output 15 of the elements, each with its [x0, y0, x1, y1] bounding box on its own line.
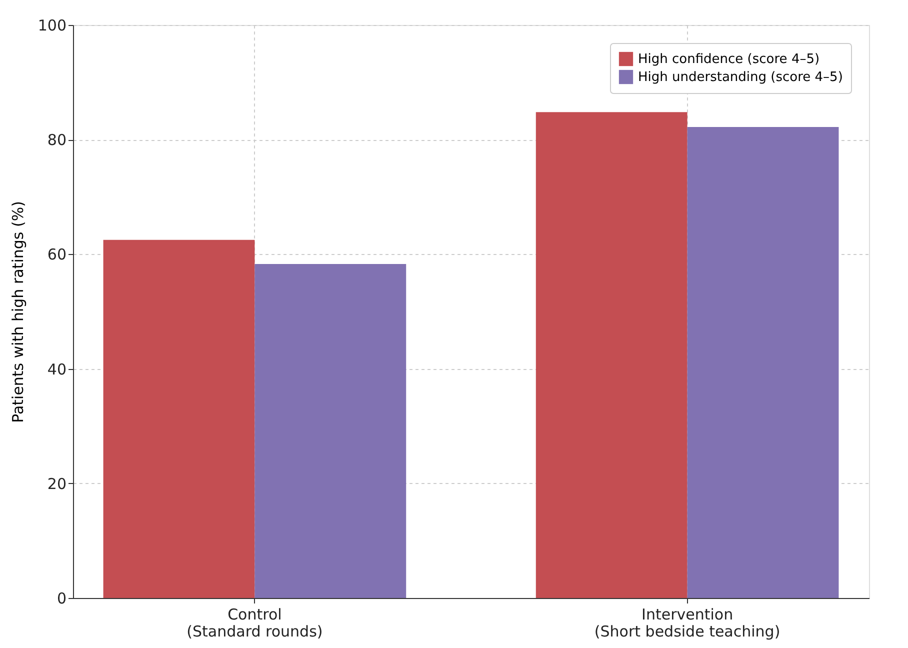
legend-label: High confidence (score 4–5) [638, 52, 820, 67]
bar [687, 126, 839, 598]
y-axis-title: Patients with high ratings (%) [8, 201, 27, 423]
y-tick-label: 0 [56, 590, 66, 608]
y-tick-label: 100 [38, 16, 66, 34]
bar [536, 112, 688, 598]
bar [103, 240, 255, 598]
y-tick-label: 60 [47, 246, 66, 264]
bar [254, 264, 406, 598]
y-tick-label: 20 [47, 474, 66, 493]
x-tick-label: Intervention (Short bedside teaching) [594, 606, 780, 640]
legend-label: High understanding (score 4–5) [638, 70, 843, 85]
x-tick-label: Control (Standard rounds) [186, 606, 323, 640]
y-tick-label: 40 [47, 360, 66, 378]
y-tick-label: 80 [47, 131, 66, 150]
